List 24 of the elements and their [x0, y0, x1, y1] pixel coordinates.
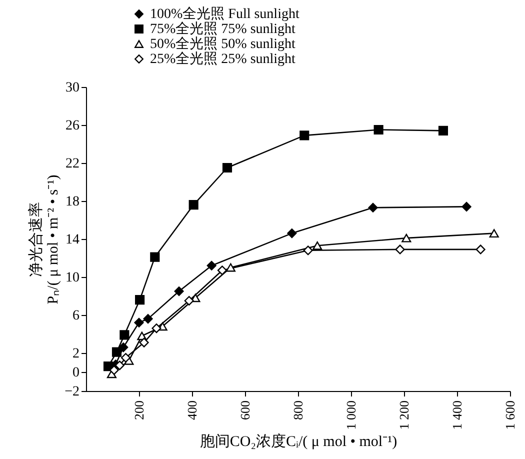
- y-tick-label: 14: [66, 232, 80, 248]
- x-tick-label: 800: [290, 400, 306, 420]
- y-axis-title: 净光合速率 Pₙ/( μ mol • m⁻² • s⁻¹): [28, 174, 62, 304]
- legend-label: 100%全光照 Full sunlight: [150, 6, 300, 22]
- x-tick-label: 1 600: [502, 400, 518, 430]
- legend-label: 50%全光照 50% sunlight: [150, 36, 296, 52]
- legend-label: 75%全光照 75% sunlight: [150, 21, 296, 37]
- y-tick-label: 30: [66, 80, 80, 96]
- y-tick-label: 18: [66, 194, 80, 210]
- y-tick-label: 2: [72, 346, 80, 362]
- x-tick-label: 1 200: [396, 400, 412, 430]
- x-axis-title: 胞间CO₂浓度Cᵢ/( μ mol • mol⁻¹): [200, 432, 398, 450]
- x-tick-label: 1 400: [450, 400, 464, 430]
- y-tick-label: 6: [72, 308, 80, 324]
- x-tick-label: 400: [184, 400, 200, 420]
- y-tick-label: 26: [66, 118, 80, 134]
- x-tick-label: 200: [132, 400, 146, 420]
- legend-label: 25%全光照 25% sunlight: [150, 51, 296, 67]
- x-tick-label: 600: [238, 400, 252, 420]
- y-tick-label: 0: [72, 366, 80, 380]
- y-tick-label: −2: [64, 384, 80, 400]
- x-tick-label: 1 000: [344, 400, 358, 430]
- y-tick-label: 10: [66, 270, 80, 286]
- y-tick-label: 22: [66, 156, 80, 172]
